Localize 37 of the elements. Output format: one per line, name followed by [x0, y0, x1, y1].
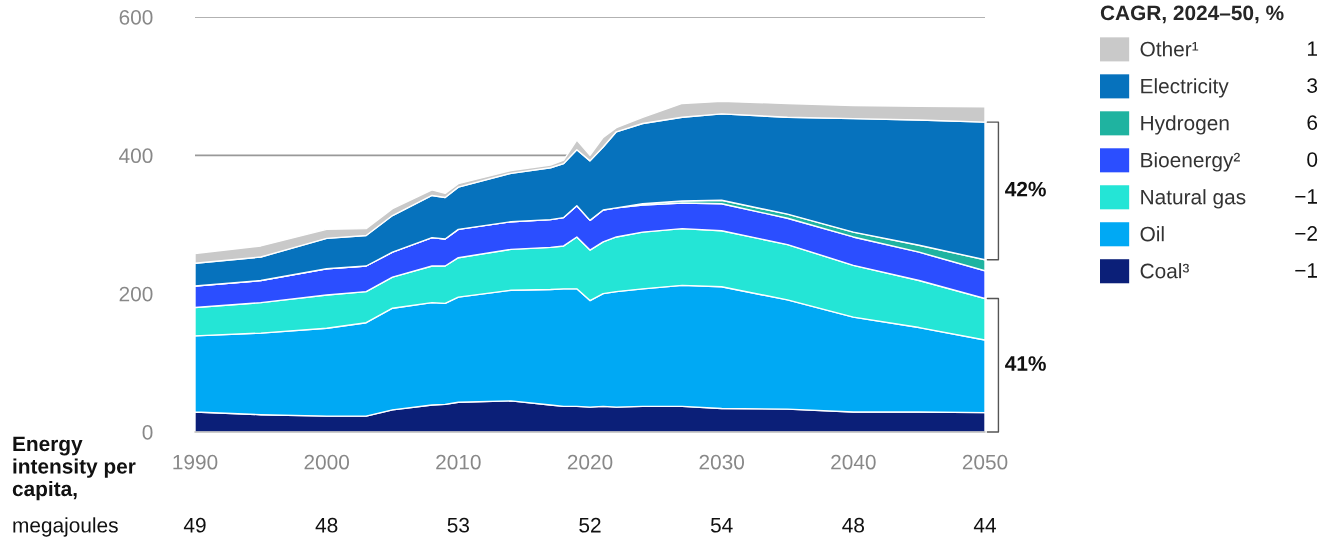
legend-title: CAGR, 2024–50, % [1100, 5, 1284, 24]
legend-label: Coal³ [1140, 263, 1189, 279]
text: 3 [1307, 78, 1318, 93]
text: 54 [710, 518, 733, 533]
x-tick-label: 2050 [962, 454, 1008, 470]
x-tick-label: 2020 [567, 454, 613, 470]
x-tick-label: 2030 [699, 454, 745, 470]
text: megajoules [13, 517, 118, 537]
y-tick-label: 400 [119, 148, 153, 164]
text: 52 [579, 517, 601, 533]
legend-label: Oil [1140, 226, 1164, 242]
text: Energy intensity per capita, [12, 436, 136, 501]
text: 48 [842, 517, 865, 533]
y-tick-label: 0 [142, 425, 153, 440]
x-tick-label: 2000 [304, 454, 350, 470]
x-tick-label: 2040 [831, 454, 876, 470]
text: 44 [973, 518, 996, 533]
x-tick-label: 2010 [436, 454, 481, 470]
text: −1 [1295, 189, 1317, 204]
text: 41% [1005, 356, 1046, 371]
text: −1 [1295, 263, 1317, 278]
y-tick-label: 600 [119, 10, 153, 25]
text: 0 [1307, 152, 1318, 167]
text: 1 [1308, 41, 1317, 56]
y-tick-label: 200 [119, 286, 153, 302]
text: 48 [315, 517, 338, 533]
text: 53 [447, 517, 470, 533]
legend-label: Other¹ [1140, 41, 1199, 57]
x-tick-label: 1990 [173, 454, 218, 470]
text: −2 [1295, 226, 1317, 241]
text: 42% [1005, 181, 1046, 197]
legend-label: Bioenergy² [1141, 152, 1240, 172]
legend-label: Hydrogen [1141, 115, 1229, 135]
text: 49 [183, 517, 206, 533]
legend-label: Electricity [1141, 78, 1229, 98]
legend-label: Natural gas [1141, 189, 1246, 209]
text: 6 [1307, 115, 1318, 130]
